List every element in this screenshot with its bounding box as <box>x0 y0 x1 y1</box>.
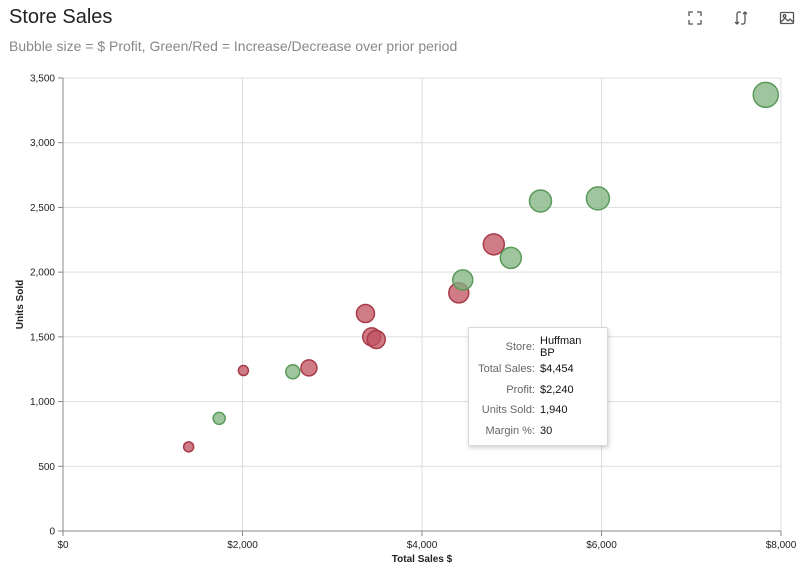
bubble-tooltip: Store: Huffman BP Total Sales: $4,454 Pr… <box>468 327 608 446</box>
image-icon[interactable] <box>779 10 795 26</box>
tooltip-label: Margin %: <box>485 425 535 438</box>
y-tick-label: 0 <box>49 527 55 538</box>
tooltip-value: $2,240 <box>540 383 574 396</box>
tooltip-value: 1,940 <box>540 404 568 417</box>
bubble-increase[interactable] <box>528 189 553 213</box>
y-tick-label: 1,000 <box>30 397 55 408</box>
bubble-decrease[interactable] <box>300 359 318 377</box>
tooltip-row-profit: Profit: $2,240 <box>477 380 599 401</box>
tooltip-label: Total Sales: <box>478 363 535 376</box>
y-tick-label: 500 <box>38 462 55 473</box>
swap-icon[interactable] <box>733 10 749 26</box>
bubble-increase[interactable] <box>499 246 523 270</box>
x-tick-label: $2,000 <box>227 540 258 551</box>
axes: $0 $2,000 $4,000 $6,000 $8,000 0 500 1,000 1,500… <box>30 74 797 552</box>
bubble-decrease[interactable] <box>355 303 376 324</box>
bubble-decrease[interactable] <box>237 364 250 377</box>
tooltip-value: Huffman BP <box>540 335 582 359</box>
tooltip-value: $4,454 <box>540 363 574 376</box>
tooltip-row-total-sales: Total Sales: $4,454 <box>477 359 599 380</box>
grid-lines <box>62 77 782 532</box>
tooltip-row-units-sold: Units Sold: 1,940 <box>477 400 599 421</box>
bubble-decrease[interactable] <box>366 329 386 350</box>
tooltip-row-margin: Margin %: 30 <box>477 421 599 442</box>
x-tick-label: $8,000 <box>766 540 797 551</box>
y-tick-label: 3,500 <box>30 74 55 85</box>
bubble-decrease[interactable] <box>182 441 195 453</box>
y-tick-label: 3,000 <box>30 138 55 149</box>
y-tick-label: 2,000 <box>30 268 55 279</box>
tooltip-table: Store: Huffman BP Total Sales: $4,454 Pr… <box>477 335 599 441</box>
x-tick-label: $6,000 <box>586 540 617 551</box>
chart-subtitle: Bubble size = $ Profit, Green/Red = Incr… <box>9 38 458 54</box>
x-tick-label: $4,000 <box>407 540 438 551</box>
tooltip-label: Profit: <box>506 383 535 396</box>
y-axis-title: Units Sold <box>15 280 26 329</box>
tooltip-row-store: Store: Huffman BP <box>477 335 599 359</box>
x-axis-title: Total Sales $ <box>392 554 453 565</box>
bubble-decrease[interactable] <box>482 233 506 256</box>
bubble-increase[interactable] <box>585 186 611 211</box>
tooltip-value: 30 <box>540 425 553 438</box>
bubble-increase[interactable] <box>752 81 779 109</box>
chart-toolbar <box>687 10 795 26</box>
x-tick-label: $0 <box>57 540 69 551</box>
tooltip-label: Units Sold: <box>481 404 535 417</box>
y-tick-label: 1,500 <box>30 332 55 343</box>
bubble-increase[interactable] <box>451 269 474 291</box>
fullscreen-icon[interactable] <box>687 10 703 26</box>
tooltip-label: Store: <box>505 341 535 353</box>
bubble-increase[interactable] <box>212 411 226 426</box>
bubble-series <box>182 81 779 453</box>
bubble-increase[interactable] <box>285 364 301 380</box>
y-tick-label: 2,500 <box>30 203 55 214</box>
chart-title: Store Sales <box>9 6 113 28</box>
